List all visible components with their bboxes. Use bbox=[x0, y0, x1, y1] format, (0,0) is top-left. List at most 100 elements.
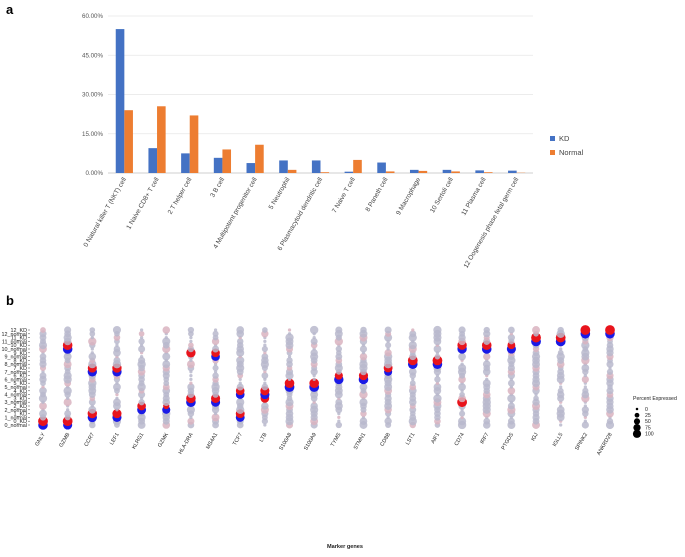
dot-grey bbox=[408, 367, 417, 376]
gene-label: IGJ bbox=[530, 432, 540, 443]
gene-label: CCR7 bbox=[83, 432, 96, 448]
dot-grey bbox=[335, 326, 343, 334]
dot-grey bbox=[287, 354, 292, 359]
dot-grey bbox=[261, 402, 269, 410]
dot-grey bbox=[433, 383, 442, 391]
group-label: 5_KD bbox=[14, 381, 28, 387]
y-tick-label: 0.00% bbox=[85, 170, 103, 177]
dot-grey bbox=[138, 399, 145, 406]
category-label: 11 Plasma cell bbox=[460, 176, 488, 217]
dot-grey bbox=[162, 352, 171, 361]
dot-grey bbox=[212, 330, 219, 337]
size-legend-value: 75 bbox=[645, 425, 651, 431]
category-label: 12 Oogenesis phase fetal germ cell bbox=[463, 176, 521, 269]
bar-normal bbox=[483, 172, 493, 173]
dot-grey bbox=[556, 405, 565, 414]
size-legend-value: 25 bbox=[645, 413, 651, 419]
dot-grey bbox=[286, 357, 293, 364]
dot-grey bbox=[507, 394, 516, 403]
dot-grey bbox=[113, 383, 121, 391]
dot-grey bbox=[212, 345, 220, 353]
bar-kd bbox=[344, 171, 354, 173]
dot-grey bbox=[384, 417, 392, 425]
dot-grey bbox=[89, 327, 96, 333]
bar-normal bbox=[418, 170, 428, 173]
dot-grey bbox=[212, 372, 219, 379]
dot-grey bbox=[384, 326, 392, 334]
bar-normal bbox=[320, 172, 330, 173]
dot-grey bbox=[138, 330, 145, 337]
group-label: 2_normal bbox=[5, 408, 27, 414]
gene-label: IRF7 bbox=[479, 432, 490, 445]
bar-kd bbox=[311, 160, 321, 173]
dot-grey bbox=[532, 326, 540, 334]
dot-grey bbox=[113, 398, 121, 407]
group-label: 11_normal bbox=[2, 339, 27, 345]
bar-normal bbox=[385, 171, 395, 173]
bar-kd bbox=[279, 160, 288, 173]
bar-kd bbox=[475, 170, 484, 173]
dot-grey bbox=[310, 337, 318, 345]
dot-grey bbox=[138, 338, 145, 345]
dot-grey bbox=[459, 410, 466, 417]
bar-normal bbox=[189, 115, 199, 173]
dot-grey bbox=[262, 327, 268, 333]
dot-grey bbox=[138, 345, 146, 353]
dot-grey bbox=[359, 383, 368, 391]
dot-grey bbox=[211, 413, 220, 422]
dot-grey bbox=[236, 338, 244, 345]
dot-grey bbox=[557, 387, 564, 394]
dot-grey bbox=[581, 364, 590, 372]
gene-label: ANKRD28 bbox=[596, 432, 614, 457]
dot-grey bbox=[162, 326, 171, 334]
dot-grey bbox=[606, 368, 614, 375]
dot-grey bbox=[458, 383, 466, 391]
dot-grey bbox=[263, 351, 267, 355]
dot-grey bbox=[285, 333, 294, 342]
dot-grey bbox=[581, 406, 589, 414]
dot-grey bbox=[408, 341, 417, 350]
dot-red bbox=[284, 378, 295, 388]
dot-grey bbox=[39, 372, 47, 379]
bar-kd bbox=[508, 170, 517, 173]
dot-grey bbox=[236, 383, 244, 391]
dot-grey bbox=[112, 325, 122, 335]
category-label: 5 Neutrophil bbox=[268, 176, 292, 211]
dot-grey bbox=[115, 396, 119, 401]
dot-grey bbox=[359, 345, 368, 353]
dot-red bbox=[605, 325, 615, 335]
gene-label: GNLY bbox=[34, 432, 47, 448]
group-label: 4_KD bbox=[14, 389, 28, 395]
gene-label: SPINK2 bbox=[574, 432, 589, 452]
legend-label-normal: Normal bbox=[559, 148, 584, 157]
dot-grey bbox=[458, 363, 467, 373]
bar-normal bbox=[157, 106, 166, 173]
dot-grey bbox=[115, 392, 119, 397]
legend-label-kd: KD bbox=[559, 134, 570, 143]
bar-kd bbox=[213, 157, 223, 173]
dot-grey bbox=[238, 377, 242, 382]
dot-grey bbox=[236, 326, 245, 334]
dot-grey bbox=[236, 356, 245, 365]
dot-grey bbox=[162, 360, 171, 369]
group-label: 1_KD bbox=[14, 412, 28, 418]
group-label: 12_KD bbox=[11, 328, 28, 334]
group-label: 0_normal bbox=[5, 423, 27, 429]
y-tick-label: 45.00% bbox=[82, 52, 103, 59]
dot-plot-panel-b: 0_normal0_KD1_normal1_KD2_normal2_KD3_no… bbox=[2, 325, 677, 550]
bar-kd bbox=[246, 163, 256, 173]
category-label: 2 T helper cell bbox=[167, 176, 194, 216]
category-label: 7 Naive T cell bbox=[331, 176, 357, 214]
dot-grey bbox=[583, 419, 587, 423]
dot-grey bbox=[460, 362, 464, 366]
group-label: 6_normal bbox=[5, 377, 27, 383]
dot-grey bbox=[189, 335, 193, 340]
dot-grey bbox=[581, 421, 589, 429]
dot-grey bbox=[263, 370, 267, 374]
dot-grey bbox=[138, 356, 146, 364]
dot-grey bbox=[263, 343, 267, 347]
size-legend-value: 100 bbox=[645, 432, 654, 438]
bar-kd bbox=[115, 29, 125, 174]
dot-grey bbox=[359, 352, 368, 361]
gene-label: MS4A1 bbox=[205, 432, 219, 450]
